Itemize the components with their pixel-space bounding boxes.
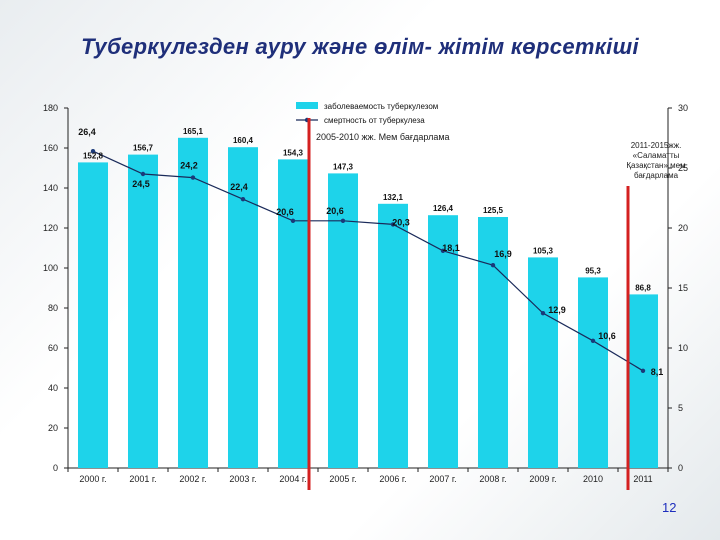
line-value-label: 10,6 <box>598 331 616 341</box>
right-axis-tick-label: 0 <box>678 463 683 473</box>
line-point <box>390 222 396 227</box>
legend-label-bar: заболеваемость туберкулезом <box>324 102 438 111</box>
bar <box>178 137 208 469</box>
x-axis-tick-label: 2003 г. <box>229 474 256 484</box>
annotation-program-2011-line: «Саламатты <box>633 151 680 160</box>
left-axis-tick-label: 120 <box>43 223 58 233</box>
bar-value-label: 132,1 <box>383 193 404 202</box>
bar <box>528 257 558 468</box>
left-axis-tick-label: 180 <box>43 103 58 113</box>
bar-value-label: 95,3 <box>585 266 601 275</box>
bar <box>228 147 258 468</box>
bar <box>628 294 658 468</box>
legend: заболеваемость туберкулезом смертность от… <box>296 102 438 125</box>
left-axis-tick-label: 160 <box>43 143 58 153</box>
line-value-label: 20,6 <box>276 207 294 217</box>
x-axis-tick-label: 2005 г. <box>329 474 356 484</box>
legend-label-line: смертность от туберкулеза <box>324 116 425 125</box>
x-axis-tick-label: 2001 г. <box>129 474 156 484</box>
bar <box>378 203 408 469</box>
bar <box>328 173 358 468</box>
annotations: 2005-2010 жж. Мем бағдарлама 2011-2015жж.… <box>307 118 686 490</box>
left-axis-tick-label: 140 <box>43 183 58 193</box>
line-point <box>190 175 196 180</box>
line-series <box>90 149 646 373</box>
line-value-label: 16,9 <box>494 249 512 259</box>
bar-value-label: 125,5 <box>483 206 504 215</box>
bar-value-label: 160,4 <box>233 136 254 145</box>
data-labels: 152,8 156,7 165,1 160,4 154,3 147,3 132,1 126,4… <box>78 127 663 377</box>
x-axis-tick-label: 2008 г. <box>479 474 506 484</box>
bar-value-label: 152,8 <box>83 151 104 160</box>
line-value-label: 24,5 <box>132 179 150 189</box>
bar-value-label: 147,3 <box>333 162 354 171</box>
left-axis-tick-label: 60 <box>48 343 58 353</box>
right-axis-tick-label: 10 <box>678 343 688 353</box>
right-axis-tick-label: 15 <box>678 283 688 293</box>
bar <box>478 217 508 468</box>
left-axis-tick-label: 40 <box>48 383 58 393</box>
right-axis-tick-label: 20 <box>678 223 688 233</box>
line-value-label: 18,1 <box>442 243 460 253</box>
left-axis-tick-label: 100 <box>43 263 58 273</box>
left-axis-tick-label: 0 <box>53 463 58 473</box>
bar-value-label: 105,3 <box>533 246 554 255</box>
annotation-program-2011-line: бағдарлама <box>634 171 679 180</box>
line-point <box>540 311 546 316</box>
line-point <box>290 218 296 223</box>
line-point <box>640 368 646 373</box>
right-axis-tick-label: 30 <box>678 103 688 113</box>
line-point <box>440 248 446 253</box>
annotation-program-2005: 2005-2010 жж. Мем бағдарлама <box>316 132 450 142</box>
line-value-label: 20,6 <box>326 206 344 216</box>
legend-swatch-bar <box>296 102 318 109</box>
bar <box>578 277 608 468</box>
line-value-label: 8,1 <box>651 367 664 377</box>
left-axis-tick-label: 80 <box>48 303 58 313</box>
bar-value-label: 154,3 <box>283 148 304 157</box>
x-axis-tick-label: 2011 <box>633 474 652 484</box>
x-axis-tick-label: 2006 г. <box>379 474 406 484</box>
bar-value-label: 165,1 <box>183 127 204 136</box>
bar <box>78 162 108 468</box>
line-value-label: 26,4 <box>78 127 96 137</box>
left-axis-tick-label: 20 <box>48 423 58 433</box>
bar <box>428 215 458 468</box>
x-axis-tick-label: 2007 г. <box>429 474 456 484</box>
axes: 0 20 40 60 80 100 120 140 160 180 0 5 10 15 20 25 30 2000… <box>43 103 688 484</box>
x-axis-tick-label: 2004 г. <box>279 474 306 484</box>
annotation-program-2011-line: Қазақстан» мем <box>626 161 685 170</box>
line-value-label: 20,3 <box>392 217 410 227</box>
line-point <box>90 149 96 154</box>
line-point <box>490 263 496 268</box>
bar <box>128 154 158 468</box>
slide-title: Туберкулезден ауру және өлім- жітім көрс… <box>81 34 639 59</box>
line-point <box>140 171 146 177</box>
line-value-label: 12,9 <box>548 305 566 315</box>
bar <box>278 159 308 468</box>
right-axis-tick-label: 25 <box>678 163 688 173</box>
x-axis-tick-label: 2010 <box>583 474 603 484</box>
line-point <box>240 197 246 202</box>
x-axis-tick-label: 2000 г. <box>79 474 106 484</box>
x-axis-tick-label: 2002 г. <box>179 474 206 484</box>
bar-value-label: 86,8 <box>635 283 651 292</box>
page-number: 12 <box>662 500 677 515</box>
line-point <box>590 338 596 343</box>
bar-value-label: 126,4 <box>433 204 454 213</box>
bar-series <box>78 137 658 469</box>
x-axis-tick-label: 2009 г. <box>529 474 556 484</box>
line-path <box>92 150 644 372</box>
line-value-label: 22,4 <box>230 182 248 192</box>
bar-value-label: 156,7 <box>133 144 154 153</box>
annotation-program-2011-line: 2011-2015жж. <box>631 141 682 150</box>
line-point <box>340 218 346 223</box>
line-value-label: 24,2 <box>180 161 198 171</box>
right-axis-tick-label: 5 <box>678 403 683 413</box>
